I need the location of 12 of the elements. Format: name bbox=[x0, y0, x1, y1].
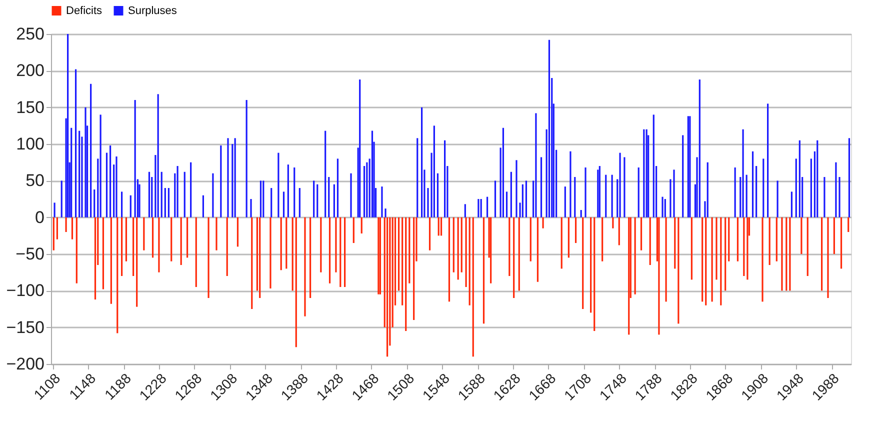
y-tick-label: −50 bbox=[16, 244, 44, 264]
y-tick-label: 50 bbox=[26, 171, 44, 190]
y-tick-label: −200 bbox=[6, 354, 44, 374]
legend-label: Surpluses bbox=[128, 4, 178, 17]
y-tick-label: 100 bbox=[16, 134, 44, 154]
y-tick-label: 150 bbox=[16, 98, 44, 117]
y-tick-label: 250 bbox=[16, 24, 44, 44]
y-tick-label: −100 bbox=[6, 281, 44, 300]
y-tick-label: −150 bbox=[6, 318, 44, 337]
legend-label: Deficits bbox=[66, 4, 103, 17]
y-tick-label: 200 bbox=[16, 61, 44, 80]
y-tick-label: 0 bbox=[35, 208, 44, 227]
